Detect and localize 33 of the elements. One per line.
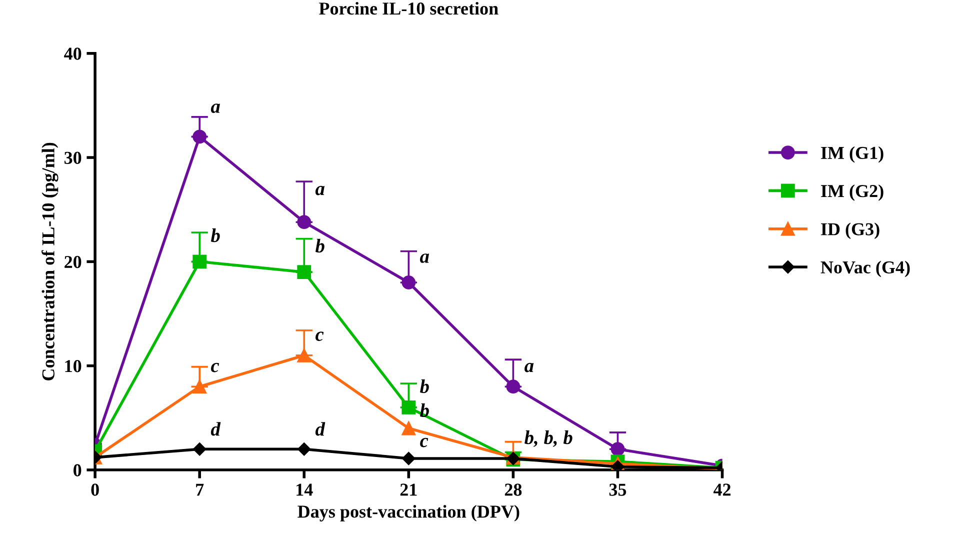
y-tick-label: 40 — [64, 48, 82, 60]
annotation: b — [420, 379, 429, 394]
x-tick-label: 7 — [196, 484, 204, 496]
y-axis-title: Concentration of IL-10 (pg/ml) — [42, 142, 58, 380]
x-tick-label: 42 — [713, 484, 731, 496]
y-tick-label: 30 — [64, 152, 82, 164]
x-tick-label: 35 — [609, 484, 626, 496]
legend-label: ID (G3) — [821, 222, 880, 239]
legend-label: IM (G2) — [821, 184, 884, 201]
annotation: c — [210, 362, 220, 372]
annotation: d — [315, 422, 326, 436]
annotation: a — [524, 362, 534, 372]
y-tick-label: 20 — [64, 256, 82, 268]
y-tick-label: 0 — [74, 464, 82, 476]
annotation: b — [315, 238, 324, 253]
y-tick-label: 10 — [65, 360, 82, 372]
x-tick-label: 0 — [91, 484, 99, 496]
annotation: c — [316, 332, 324, 342]
annotation: a — [210, 104, 220, 113]
x-tick-label: 21 — [400, 484, 417, 496]
legend-label: NoVac (G4) — [820, 260, 910, 278]
chart-title: Porcine IL-10 secretion — [319, 2, 498, 15]
annotation: a — [420, 254, 430, 263]
annotation: a — [315, 186, 324, 196]
annotation: c — [420, 438, 428, 448]
annotation: d — [210, 422, 221, 436]
x-tick-label: 28 — [504, 484, 522, 496]
annotation: b, b, b — [524, 430, 572, 447]
annotation: b — [210, 228, 220, 242]
x-axis-title: Days post-vaccination (DPV) — [298, 505, 520, 522]
annotation: b — [420, 403, 429, 418]
legend-label: IM (G1) — [821, 146, 884, 163]
x-tick-label: 14 — [296, 484, 313, 496]
